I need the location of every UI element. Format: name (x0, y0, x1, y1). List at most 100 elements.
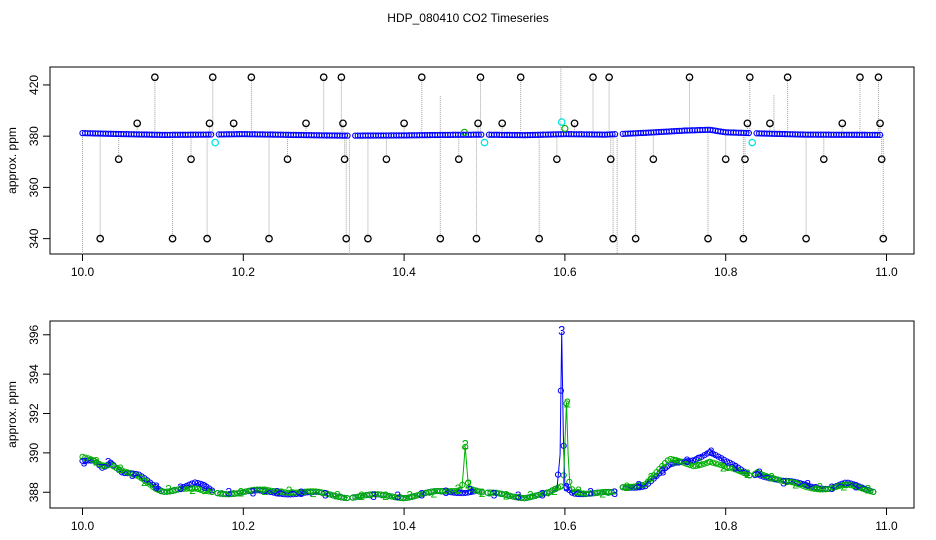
spike-point (606, 155, 615, 164)
y-tick-label: 396 (27, 324, 41, 344)
series-3-marker: 3 (443, 485, 450, 499)
spike-point (743, 119, 752, 128)
x-tick-label: 10.6 (553, 519, 577, 533)
y-tick-label: 340 (27, 228, 41, 248)
series-2-point (194, 485, 201, 493)
series-2-marker: 2 (406, 489, 413, 503)
series-2-marker: 2 (465, 476, 472, 491)
series-2-marker: 2 (310, 486, 317, 500)
cyan-point (480, 138, 489, 147)
spike-point (704, 234, 712, 243)
series-2-point (386, 492, 393, 500)
series-2-point (709, 459, 716, 466)
spike-point (337, 73, 346, 82)
spike-point (436, 234, 445, 243)
green-point (561, 124, 569, 133)
spike-point (783, 73, 792, 82)
series-2-point (591, 490, 598, 497)
spike-point (516, 73, 525, 82)
series-2-marker: 2 (238, 485, 245, 499)
series-2-point (611, 488, 618, 495)
series-2-marker: 2 (462, 437, 469, 452)
spike-point (535, 234, 544, 243)
series-2-marker: 2 (599, 486, 606, 500)
series-3-marker: 3 (660, 464, 667, 478)
series-2-marker: 2 (744, 467, 751, 481)
series-2-marker: 2 (189, 483, 196, 497)
series-2-marker: 2 (551, 484, 558, 498)
spike-point (589, 73, 597, 82)
series-2-point (538, 491, 545, 498)
spike-point (472, 234, 481, 243)
spike-point (498, 119, 507, 128)
series-2-line (217, 488, 348, 499)
series-2-point (698, 461, 705, 468)
series-2-point (104, 462, 111, 469)
series-3-marker: 3 (274, 485, 281, 499)
spike-point (649, 155, 658, 164)
series-2-marker: 2 (792, 478, 799, 492)
cyan-point (557, 118, 566, 126)
series-2-line (82, 457, 213, 495)
series-2-marker: 2 (93, 455, 100, 469)
spike-point (745, 73, 754, 82)
spike-point (342, 234, 351, 243)
series-3-marker: 3 (558, 323, 565, 338)
series-2-marker: 2 (334, 488, 341, 502)
spike-point (879, 234, 888, 243)
series-2-marker: 2 (358, 489, 365, 503)
series-3-marker: 3 (708, 445, 715, 459)
series-3-line (620, 448, 751, 490)
plot-frame (49, 66, 915, 255)
series-3-marker: 3 (780, 476, 787, 490)
series-3-marker: 3 (515, 489, 522, 503)
series-2-marker: 2 (479, 486, 486, 500)
spike-point (876, 119, 884, 128)
series-2-marker: 2 (672, 455, 679, 469)
series-3-marker: 3 (153, 480, 160, 494)
series-3-marker: 3 (105, 456, 112, 470)
spike-point (382, 155, 391, 164)
spike-point (229, 119, 238, 128)
series-2-point (867, 488, 874, 495)
spike-point (417, 73, 426, 82)
spike-point (856, 73, 864, 82)
y-tick-label: 390 (27, 443, 41, 463)
series-2-point (214, 490, 221, 497)
series-2-point (833, 483, 840, 490)
x-tick-label: 10.0 (71, 265, 95, 279)
series-3-marker: 3 (129, 468, 136, 482)
spike-point (114, 155, 123, 164)
series-3-marker: 3 (491, 488, 498, 502)
series-2-marker: 2 (720, 460, 727, 474)
series-2-point (729, 465, 736, 472)
x-tick-label: 11.0 (875, 265, 898, 279)
spike-point (205, 119, 214, 128)
x-tick-label: 10.8 (714, 265, 738, 279)
spike-point (877, 155, 886, 164)
series-2-point (690, 462, 697, 470)
spike-point (265, 234, 273, 243)
series-3-marker: 3 (804, 478, 811, 492)
chart-title: HDP_080410 CO2 Timeseries (387, 11, 548, 25)
series-3-marker: 3 (611, 486, 618, 500)
y-axis-label: approx. ppm (5, 127, 19, 194)
series-2-line (352, 446, 482, 499)
series-2-marker: 2 (841, 480, 848, 494)
spike-point (96, 234, 105, 243)
series-2-point (507, 492, 514, 500)
series-2-marker: 2 (431, 486, 438, 500)
spike-point (133, 119, 142, 128)
series-2-point (552, 485, 559, 492)
series-2-point (808, 485, 815, 492)
x-tick-label: 11.0 (875, 519, 898, 533)
series-3-marker: 3 (81, 455, 88, 469)
x-tick-label: 10.6 (553, 265, 577, 279)
series-3-marker: 3 (177, 481, 184, 495)
series-2-point (684, 461, 691, 468)
series-2-marker: 2 (575, 484, 582, 498)
spike-point (874, 73, 883, 82)
series-3-marker: 3 (250, 485, 257, 499)
spike-point (631, 234, 640, 243)
